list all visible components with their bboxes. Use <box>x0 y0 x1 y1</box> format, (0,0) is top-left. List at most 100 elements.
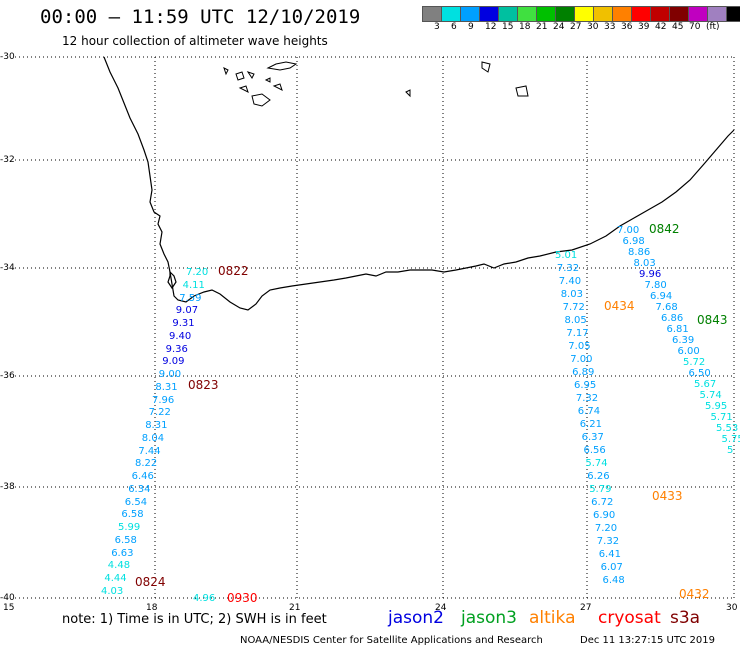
lat-label: -34 <box>0 263 15 273</box>
wave-height-value: 6.63 <box>111 547 134 559</box>
wave-height-value: 7.59 <box>179 292 202 304</box>
satellite-label: altika <box>529 608 576 628</box>
lat-label: -36 <box>0 371 15 381</box>
legend-swatch <box>460 6 480 22</box>
legend-label: 24 <box>553 22 565 32</box>
wave-height-value: 5.95 <box>705 401 728 412</box>
legend-swatch <box>555 6 575 22</box>
legend-swatch <box>498 6 518 22</box>
wave-height-value: 6.00 <box>677 346 700 357</box>
wave-height-value: 9.31 <box>172 318 195 329</box>
wave-height-value: 8.03 <box>633 258 656 269</box>
legend-swatch <box>422 6 442 22</box>
lon-label: 21 <box>289 603 301 613</box>
wave-height-value: 9.36 <box>165 343 188 355</box>
islands <box>223 61 529 107</box>
wave-height-value: 7.00 <box>570 354 593 365</box>
wave-height-value: 6.56 <box>583 445 606 456</box>
wave-height-value: 7.22 <box>148 407 171 419</box>
wave-height-value: 7.05 <box>568 341 591 352</box>
pass-time-label: 0433 <box>652 489 683 503</box>
wave-height-value: 6.50 <box>688 368 711 379</box>
wave-height-value: 5.67 <box>694 379 717 390</box>
wave-height-value: 8.04 <box>141 432 165 444</box>
wave-height-value: 6.81 <box>666 324 689 335</box>
legend-label: 21 <box>536 22 548 32</box>
wave-height-value: 7.17 <box>566 328 589 339</box>
legend-swatch <box>688 6 708 22</box>
wave-height-value: 8.86 <box>628 247 651 258</box>
coastline <box>103 56 735 311</box>
wave-height-value: 4.11 <box>182 279 205 291</box>
legend-color-bar <box>422 6 740 22</box>
legend-label: 12 <box>485 22 497 32</box>
legend-label: 42 <box>655 22 667 32</box>
satellite-label: cryosat <box>598 608 661 628</box>
wave-height-value: 6.21 <box>579 419 602 430</box>
pass-time-label: 0843 <box>697 313 728 327</box>
wave-height-value: 7.80 <box>644 280 667 291</box>
legend-label: 36 <box>621 22 633 32</box>
wave-height-value: 8.31 <box>145 420 168 431</box>
wave-height-value: 6.07 <box>600 562 623 573</box>
wave-height-value: 5.53 <box>716 423 739 434</box>
wave-height-value: 6.90 <box>593 510 616 521</box>
lon-label: 30 <box>726 603 738 613</box>
lat-label: -32 <box>0 155 15 165</box>
wave-height-value: 6.41 <box>598 549 621 560</box>
wave-height-value: 5.72 <box>683 357 706 368</box>
legend-swatch <box>726 6 740 22</box>
wave-height-value: 5.74 <box>585 458 608 469</box>
legend-label: 15 <box>502 22 514 32</box>
wave-height-value: 6.48 <box>602 575 625 586</box>
pass-time-label: 0823 <box>188 378 219 392</box>
pass-time-label: 0930 <box>227 591 258 605</box>
wave-height-value: 4.48 <box>107 560 131 572</box>
wave-height-value: 6.58 <box>114 534 137 546</box>
wave-height-value: 8.03 <box>560 289 583 300</box>
pass-time-label: 0822 <box>218 264 249 278</box>
map-title: 00:00 – 11:59 UTC 12/10/2019 <box>40 6 361 28</box>
legend-label: 70 <box>689 22 701 32</box>
wave-height-value: 4.44 <box>104 573 127 584</box>
wave-height-value: 6.94 <box>650 291 673 302</box>
lon-label: 24 <box>435 603 447 613</box>
legend-swatch <box>536 6 556 22</box>
wave-height-value: 7.96 <box>152 394 175 406</box>
legend-swatch <box>574 6 594 22</box>
satellite-label: s3a <box>670 608 701 628</box>
wave-height-value: 8.31 <box>155 381 178 393</box>
lat-label: -30 <box>0 52 15 62</box>
lon-label: 27 <box>580 603 592 613</box>
generated-timestamp: Dec 11 13:27:15 UTC 2019 <box>580 635 715 646</box>
pass-time-label: 0824 <box>135 575 166 589</box>
legend-label: 9 <box>468 22 474 32</box>
wave-height-value: 7.40 <box>558 276 582 287</box>
lat-label: -38 <box>0 482 15 492</box>
wave-height-value: 7.20 <box>186 267 209 278</box>
wave-height-value: 8.05 <box>564 315 587 326</box>
coastline-west <box>167 270 177 290</box>
legend-swatch <box>612 6 632 22</box>
pass-time-label: 0842 <box>649 222 680 236</box>
wave-height-value: 6.95 <box>574 380 597 391</box>
wave-height-value: 7.72 <box>562 302 585 313</box>
wave-height-value: 5.79 <box>589 484 612 495</box>
legend-swatch <box>669 6 689 22</box>
wave-height-value: 4.03 <box>101 585 124 597</box>
legend-label: 39 <box>638 22 650 32</box>
wave-height-value: 6.74 <box>577 406 601 417</box>
wave-height-value: 5.75 <box>721 434 740 445</box>
map-subtitle: 12 hour collection of altimeter wave hei… <box>62 34 328 48</box>
color-legend: 3 6 9 12 15 18 21 24 27 30 33 36 39 42 45 70 (ft) <box>422 6 740 32</box>
legend-label: 18 <box>519 22 531 32</box>
legend-swatch <box>650 6 670 22</box>
legend-swatch <box>441 6 461 22</box>
wave-height-value: 6.46 <box>131 471 154 482</box>
wave-height-value: 7.68 <box>655 302 678 313</box>
wave-height-value: 7.44 <box>138 445 161 457</box>
wave-height-value: 5.01 <box>555 250 578 261</box>
wave-height-value: 8.22 <box>135 458 158 470</box>
legend-swatch <box>593 6 613 22</box>
